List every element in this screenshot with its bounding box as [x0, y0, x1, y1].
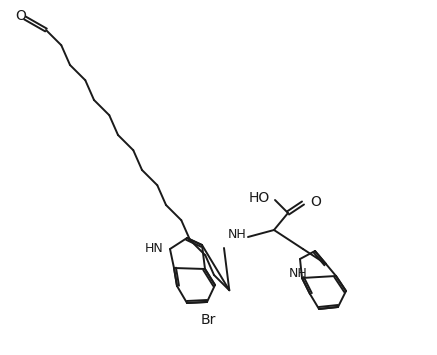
Text: NH: NH	[228, 229, 246, 241]
Text: NH: NH	[288, 267, 307, 280]
Text: O: O	[16, 9, 26, 23]
Text: Br: Br	[200, 313, 216, 327]
Text: HN: HN	[144, 241, 163, 255]
Text: HO: HO	[249, 191, 270, 205]
Text: O: O	[310, 195, 321, 209]
